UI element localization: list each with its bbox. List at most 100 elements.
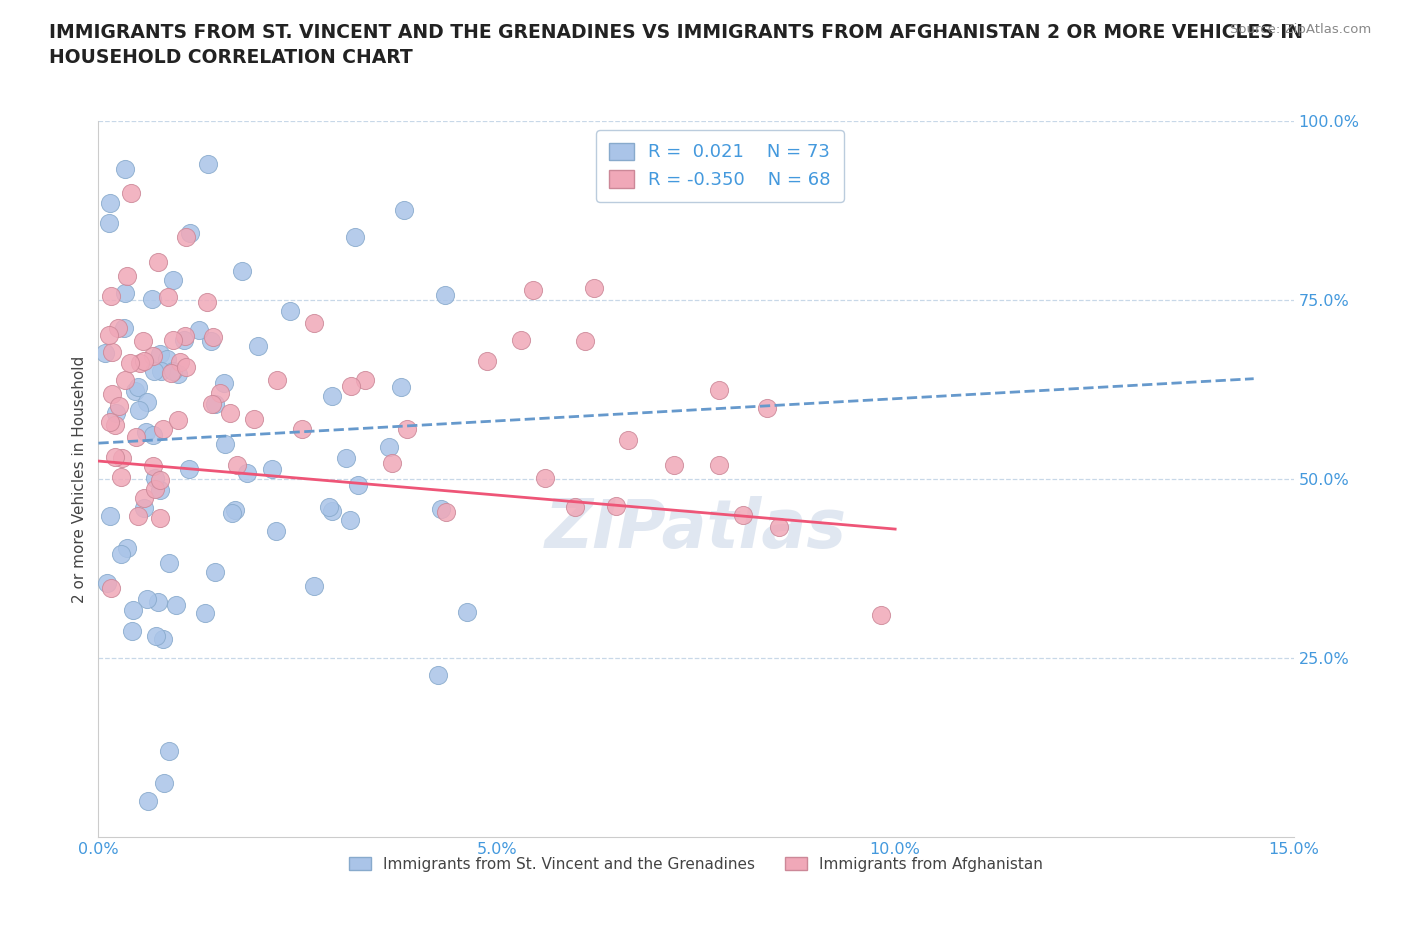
Point xyxy=(100,288,122,303)
Point xyxy=(127,379,149,394)
Point xyxy=(135,425,157,440)
Point xyxy=(221,506,243,521)
Point xyxy=(389,379,412,394)
Point xyxy=(145,629,167,644)
Point xyxy=(260,461,283,476)
Point xyxy=(142,458,165,473)
Point xyxy=(114,161,136,176)
Point xyxy=(167,367,190,382)
Point xyxy=(165,598,187,613)
Point xyxy=(97,216,120,231)
Point xyxy=(201,330,224,345)
Point xyxy=(162,364,184,379)
Point xyxy=(136,592,159,607)
Point xyxy=(112,321,135,336)
Point xyxy=(104,450,127,465)
Point xyxy=(146,594,169,609)
Point xyxy=(98,415,121,430)
Point xyxy=(135,394,157,409)
Point xyxy=(177,462,200,477)
Point xyxy=(167,412,190,427)
Point xyxy=(110,470,132,485)
Point xyxy=(101,386,124,401)
Point xyxy=(169,354,191,369)
Point xyxy=(101,344,124,359)
Point xyxy=(105,406,128,421)
Point xyxy=(204,565,226,579)
Point xyxy=(533,471,555,485)
Point xyxy=(616,432,638,447)
Point xyxy=(142,349,165,364)
Point xyxy=(204,396,226,411)
Point xyxy=(143,471,166,485)
Point xyxy=(381,455,404,470)
Point xyxy=(98,196,121,211)
Point xyxy=(278,303,301,318)
Point xyxy=(226,458,249,472)
Point xyxy=(194,605,217,620)
Point xyxy=(436,504,458,519)
Point xyxy=(122,603,145,618)
Point xyxy=(339,379,361,393)
Point xyxy=(321,389,343,404)
Point xyxy=(153,776,176,790)
Point xyxy=(156,352,179,366)
Point xyxy=(132,334,155,349)
Point xyxy=(433,287,456,302)
Point xyxy=(218,405,240,420)
Point xyxy=(156,289,179,304)
Point xyxy=(107,321,129,336)
Point xyxy=(395,421,418,436)
Point xyxy=(132,500,155,515)
Point xyxy=(247,339,270,353)
Point xyxy=(426,668,449,683)
Point xyxy=(114,373,136,388)
Point xyxy=(98,327,121,342)
Point xyxy=(149,346,172,361)
Point xyxy=(304,315,326,330)
Point xyxy=(266,524,288,538)
Point xyxy=(141,291,163,306)
Point xyxy=(121,623,143,638)
Point xyxy=(187,323,209,338)
Point xyxy=(707,383,730,398)
Point xyxy=(266,373,288,388)
Point xyxy=(134,353,156,368)
Point xyxy=(510,332,533,347)
Point xyxy=(605,498,627,513)
Point xyxy=(212,376,235,391)
Point xyxy=(124,383,146,398)
Text: IMMIGRANTS FROM ST. VINCENT AND THE GRENADINES VS IMMIGRANTS FROM AFGHANISTAN 2 : IMMIGRANTS FROM ST. VINCENT AND THE GREN… xyxy=(49,23,1303,42)
Point xyxy=(768,520,790,535)
Point xyxy=(162,273,184,288)
Point xyxy=(149,472,172,487)
Point xyxy=(522,283,544,298)
Text: ZIPatlas: ZIPatlas xyxy=(546,496,846,562)
Point xyxy=(173,332,195,347)
Point xyxy=(100,580,122,595)
Point xyxy=(120,185,142,200)
Point xyxy=(344,230,367,245)
Point xyxy=(118,355,141,370)
Point xyxy=(115,269,138,284)
Point xyxy=(128,355,150,370)
Point xyxy=(150,364,173,379)
Point xyxy=(662,458,685,472)
Point xyxy=(224,502,246,517)
Point xyxy=(128,403,150,418)
Point xyxy=(152,422,174,437)
Point xyxy=(136,794,159,809)
Point xyxy=(143,481,166,496)
Point xyxy=(104,418,127,432)
Point xyxy=(110,546,132,561)
Point xyxy=(243,411,266,426)
Point xyxy=(564,500,586,515)
Point xyxy=(142,428,165,443)
Point xyxy=(197,295,219,310)
Point xyxy=(152,631,174,646)
Point xyxy=(354,373,377,388)
Point xyxy=(709,458,731,472)
Point xyxy=(477,353,499,368)
Point xyxy=(392,203,415,218)
Point xyxy=(335,450,357,465)
